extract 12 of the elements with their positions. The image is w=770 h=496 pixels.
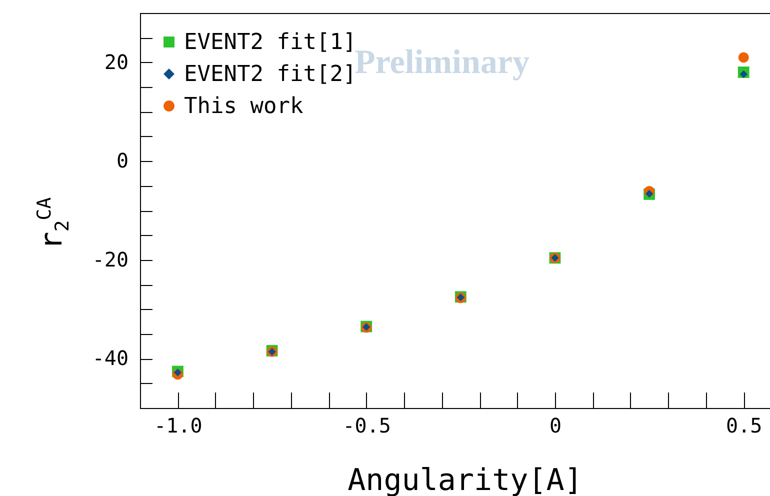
x-tick-label: -1.0 bbox=[154, 414, 202, 438]
y-tick-label: 20 bbox=[104, 50, 128, 74]
legend-label: EVENT2 fit[1] bbox=[184, 30, 356, 55]
x-tick-label: 0.5 bbox=[726, 414, 762, 438]
point bbox=[738, 52, 749, 63]
y-tick-label: 0 bbox=[116, 148, 128, 173]
x-tick-label: 0 bbox=[549, 414, 562, 438]
legend-label: EVENT2 fit[2] bbox=[184, 62, 356, 87]
x-tick-label: -0.5 bbox=[342, 414, 391, 438]
y-tick-label: -40 bbox=[92, 346, 128, 370]
legend-label: This work bbox=[184, 94, 304, 119]
y-tick-label: -20 bbox=[92, 247, 128, 272]
